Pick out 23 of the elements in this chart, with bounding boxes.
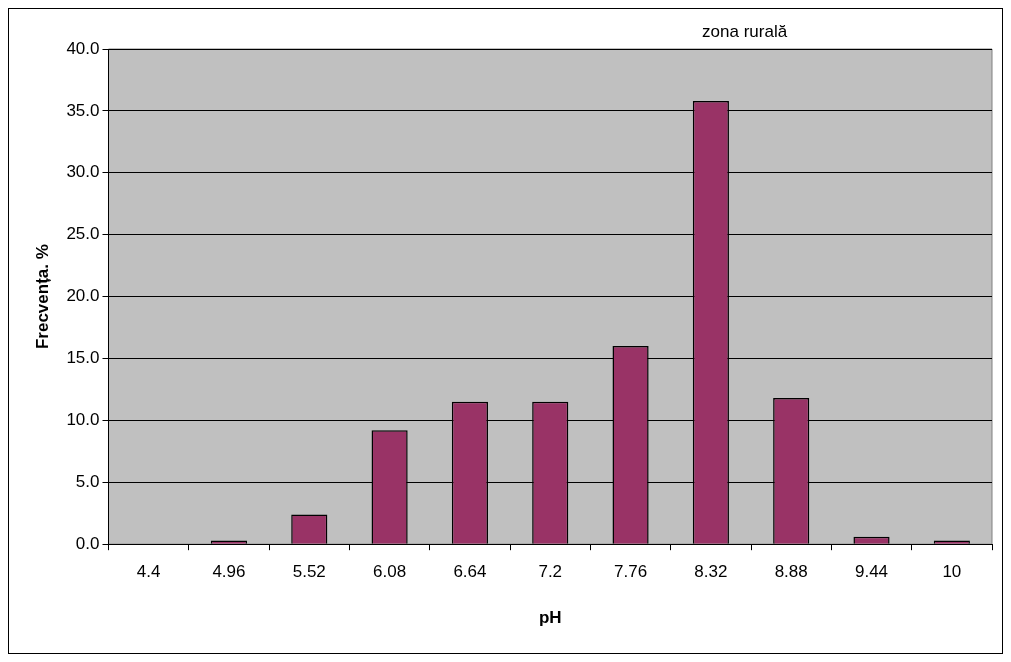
x-tick-label: 4.4 [136, 562, 161, 582]
chart-title: zona rurală [702, 21, 788, 41]
y-tick-label: 5.0 [75, 471, 100, 491]
y-tick-label: 40.0 [66, 38, 100, 58]
x-axis-title: pH [538, 608, 562, 628]
y-axis-title: Frecvența. % [32, 244, 52, 350]
y-tick-label: 10.0 [66, 410, 100, 430]
y-tick-label: 20.0 [66, 286, 100, 306]
y-tick-label: 15.0 [66, 348, 100, 368]
x-tick-label: 7.2 [538, 562, 563, 582]
y-tick-label: 25.0 [66, 224, 100, 244]
x-tick-label: 6.08 [373, 562, 407, 582]
y-tick-label: 0.0 [75, 533, 100, 553]
x-tick-label: 8.32 [694, 562, 728, 582]
x-tick-label: 8.88 [774, 562, 808, 582]
x-tick-label: 7.76 [614, 562, 648, 582]
y-tick-label: 35.0 [66, 100, 100, 120]
y-tick-label: 30.0 [66, 162, 100, 182]
x-tick-label: 4.96 [212, 562, 246, 582]
x-tick-label: 6.64 [453, 562, 487, 582]
x-tick-label: 5.52 [292, 562, 326, 582]
x-tick-label: 10 [942, 562, 962, 582]
x-tick-label: 9.44 [854, 562, 889, 582]
